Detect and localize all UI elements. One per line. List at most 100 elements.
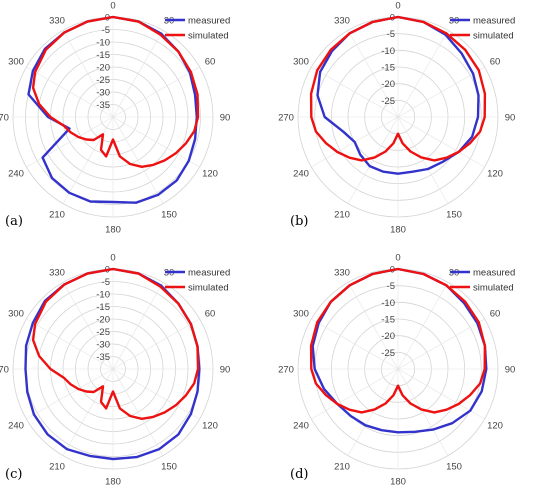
angle-tick-label: 180 (105, 225, 121, 236)
angular-gridline (347, 116, 399, 204)
angle-tick-label: 270 (0, 113, 9, 124)
legend-label: measured (473, 16, 515, 27)
angle-tick-label: 270 (278, 365, 294, 376)
angle-tick-label: 270 (0, 365, 9, 376)
angle-tick-label: 240 (8, 169, 24, 180)
angle-tick-label: 90 (505, 365, 516, 376)
angular-gridline (397, 30, 449, 118)
angle-tick-label: 120 (487, 169, 503, 180)
angular-gridline (311, 66, 399, 118)
radial-tick-label: -5 (387, 281, 395, 292)
radial-tick-label: -5 (387, 29, 395, 40)
angle-tick-label: 120 (202, 421, 218, 432)
radial-tick-label: -30 (96, 340, 110, 351)
legend-label: measured (188, 16, 230, 27)
angle-tick-label: 240 (8, 421, 24, 432)
angular-gridline (311, 368, 399, 420)
angle-tick-label: 180 (390, 225, 406, 236)
angle-tick-label: 60 (205, 57, 216, 68)
angle-tick-label: 60 (490, 57, 501, 68)
angular-gridline (112, 282, 164, 370)
angular-gridline (62, 116, 114, 204)
angle-tick-label: 240 (293, 421, 309, 432)
angle-tick-label: 60 (490, 309, 501, 320)
angular-gridline (112, 66, 200, 118)
angular-gridline (62, 282, 114, 370)
angular-gridline (397, 282, 449, 370)
angular-gridline (112, 368, 164, 456)
angular-gridline (26, 66, 114, 118)
angle-tick-label: 300 (293, 57, 309, 68)
angular-gridline (397, 116, 485, 168)
angle-tick-label: 300 (8, 57, 24, 68)
radial-tick-label: -20 (381, 79, 395, 90)
radial-tick-label: -30 (96, 88, 110, 99)
series-line-measured (311, 267, 488, 434)
angular-gridline (397, 116, 449, 204)
angle-tick-label: 120 (487, 421, 503, 432)
angle-tick-label: 330 (334, 16, 350, 27)
angle-tick-label: 60 (205, 309, 216, 320)
angle-tick-label: 0 (110, 1, 115, 12)
legend-label: simulated (188, 283, 229, 294)
angular-gridline (112, 368, 200, 420)
series-line-simulated (309, 15, 487, 162)
series-line-simulated (309, 267, 487, 414)
radial-tick-label: -10 (381, 298, 395, 309)
radial-tick-label: -25 (381, 348, 395, 359)
angle-tick-label: 120 (202, 169, 218, 180)
angle-tick-label: 90 (220, 365, 231, 376)
series-line-simulated (31, 15, 200, 168)
radial-tick-label: -10 (96, 290, 110, 301)
angular-gridline (311, 318, 399, 370)
legend-label: simulated (473, 31, 514, 42)
legend-label: measured (188, 268, 230, 279)
angle-tick-label: 180 (105, 477, 121, 485)
angular-gridline (112, 116, 200, 168)
radial-tick-label: -15 (381, 315, 395, 326)
angular-gridline (26, 318, 114, 370)
angle-tick-label: 210 (334, 461, 350, 472)
legend-label: measured (473, 268, 515, 279)
angle-tick-label: 240 (293, 169, 309, 180)
radial-tick-label: -15 (381, 63, 395, 74)
angle-tick-label: 210 (334, 209, 350, 220)
angular-gridline (62, 30, 114, 118)
angle-tick-label: 90 (220, 113, 231, 124)
radial-tick-label: -5 (102, 25, 110, 36)
radial-tick-label: -20 (96, 315, 110, 326)
polar-panel: 03060901201501802102402703003300-5-10-15… (0, 1, 230, 236)
angle-tick-label: 0 (395, 1, 400, 12)
radial-tick-label: -10 (96, 38, 110, 49)
angular-gridline (26, 368, 114, 420)
legend-label: simulated (473, 283, 514, 294)
panel-label: (c) (5, 467, 22, 482)
angular-gridline (347, 282, 399, 370)
angular-gridline (347, 30, 399, 118)
angle-tick-label: 150 (446, 209, 462, 220)
radial-tick-label: -20 (96, 63, 110, 74)
angle-tick-label: 300 (8, 309, 24, 320)
angular-gridline (347, 368, 399, 456)
panel-label: (d) (290, 467, 308, 482)
angle-tick-label: 180 (390, 477, 406, 485)
angle-tick-label: 90 (505, 113, 516, 124)
radial-tick-label: -15 (96, 50, 110, 61)
angle-tick-label: 330 (49, 16, 65, 27)
angle-tick-label: 0 (110, 253, 115, 264)
radial-tick-label: -25 (381, 96, 395, 107)
radial-tick-label: -15 (96, 302, 110, 313)
angle-tick-label: 330 (334, 268, 350, 279)
angle-tick-label: 300 (293, 309, 309, 320)
series-line-measured (316, 15, 480, 175)
radial-tick-label: -35 (96, 352, 110, 363)
series-line-simulated (31, 267, 200, 420)
radial-tick-label: -20 (381, 331, 395, 342)
radial-tick-label: -25 (96, 327, 110, 338)
angle-tick-label: 330 (49, 268, 65, 279)
polar-panel: 03060901201501802102402703003300-5-10-15… (278, 253, 515, 485)
angle-tick-label: 150 (161, 209, 177, 220)
legend-label: simulated (188, 31, 229, 42)
angle-tick-label: 210 (49, 209, 65, 220)
radial-tick-label: -5 (102, 277, 110, 288)
